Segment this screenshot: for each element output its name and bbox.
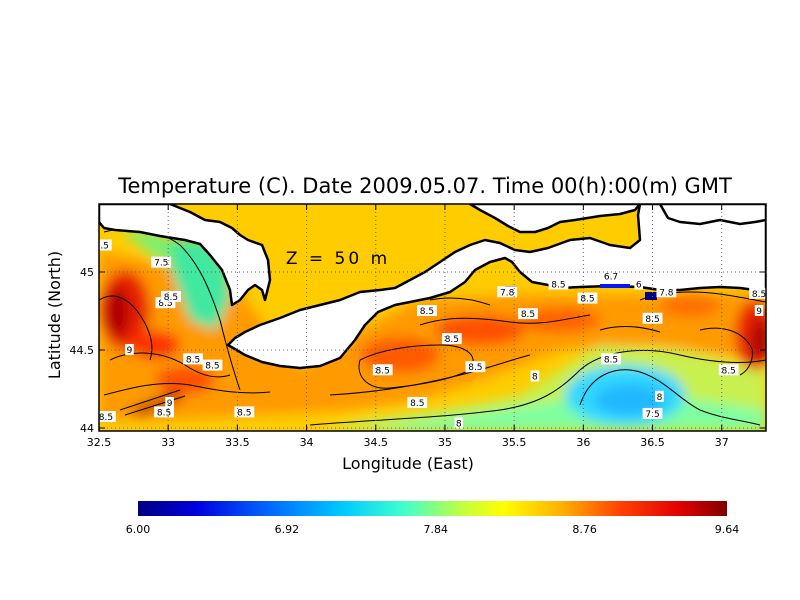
contour-label-box <box>125 344 134 355</box>
x-axis-ticks: 32.5 33 33.5 34 34.5 35 35.5 36 36.5 37 <box>87 204 729 449</box>
contour-label: 6.7 <box>604 273 618 283</box>
contour-label: 7.8 <box>500 288 515 298</box>
contour-label-box <box>754 305 764 316</box>
contour-label-box <box>372 364 393 376</box>
chart-title: Temperature (C). Date 2009.05.07. Time 0… <box>117 174 732 198</box>
contour-label: 9 <box>167 399 173 409</box>
colorbar-tick-label: 6.00 <box>126 523 151 536</box>
contour-label-box <box>161 290 181 302</box>
colorbar-tick-label: 9.64 <box>715 523 740 536</box>
x-tick-label: 36.5 <box>640 436 665 449</box>
colorbar-tick-label: 8.76 <box>572 523 597 536</box>
contour-label: 8.5 <box>420 307 434 317</box>
contour-label: 8.5 <box>205 362 219 372</box>
x-tick-label: 34.5 <box>364 436 389 449</box>
contour-label-box <box>407 397 428 409</box>
contour-label: 7.5 <box>154 259 168 269</box>
contour-label: 7.8 <box>659 288 674 298</box>
contour-label-box <box>601 270 621 282</box>
contour-labels: 7.57.58.58.598.58.598.58.5 8.58.58.58.58.… <box>95 239 766 429</box>
contour-label-box <box>454 417 464 429</box>
contour-label-box <box>655 390 664 402</box>
contour-label: 8 <box>532 373 538 383</box>
colorbar-tick-label: 7.84 <box>423 523 448 536</box>
depth-label: Z = 50 m <box>286 249 390 269</box>
x-tick-label: 33.5 <box>225 436 250 449</box>
cold-patch <box>600 284 630 288</box>
contour-label-box <box>202 359 223 371</box>
land-masses <box>99 204 766 370</box>
map-plot-area: Z = 50 m 7.57.58.58.598.58.598.58.5 8.58.… <box>95 204 766 431</box>
contour-label: 8.5 <box>580 295 594 305</box>
contour-label: 8.5 <box>99 413 113 423</box>
y-axis-label: Latitude (North) <box>45 251 64 379</box>
contour-label: 8.5 <box>468 363 482 373</box>
contour-label-box <box>151 256 172 268</box>
x-axis-label: Longitude (East) <box>342 454 474 473</box>
contour-label: 8.5 <box>158 299 172 309</box>
contour-label: 8 <box>456 419 462 429</box>
colorbar-labels: 6.00 6.92 7.84 8.76 9.64 <box>126 523 740 536</box>
contour-label: 8.5 <box>721 366 735 376</box>
colorbar <box>138 501 727 516</box>
x-tick-label: 36 <box>576 436 590 449</box>
y-tick-label: 44 <box>80 422 94 435</box>
contour-label: 8.5 <box>752 290 766 300</box>
x-tick-label: 37 <box>715 436 729 449</box>
contour-label-box <box>165 397 174 409</box>
x-tick-label: 33 <box>161 436 175 449</box>
y-tick-label: 44.5 <box>70 344 95 357</box>
contour-label-box <box>99 239 112 251</box>
contour-label-box <box>441 333 462 345</box>
contour-label: 8 <box>657 393 663 403</box>
contour-label-box <box>642 407 663 419</box>
y-tick-label: 45 <box>80 266 94 279</box>
contour-label-box <box>718 364 739 376</box>
contour-label-box <box>155 297 176 309</box>
x-tick-label: 35 <box>438 436 452 449</box>
plot-frame <box>98 203 767 432</box>
contour-label: 6 <box>636 280 642 290</box>
contour-label: 8.5 <box>645 315 659 325</box>
contour-label-box <box>183 353 203 365</box>
contour-label-box <box>634 278 643 290</box>
y-axis-ticks: 45 44.5 44 <box>70 266 766 435</box>
contour-label: 8.5 <box>445 335 459 345</box>
contour-label-box <box>548 278 569 290</box>
contour-label-box <box>234 406 255 418</box>
contour-label-box <box>642 312 663 324</box>
contour-label-box <box>601 353 621 365</box>
contour-label: 9 <box>127 346 133 356</box>
contour-label: 8.5 <box>604 355 618 365</box>
x-tick-label: 35.5 <box>502 436 527 449</box>
colorbar-tick-label: 6.92 <box>275 523 300 536</box>
contour-label-box <box>530 370 540 382</box>
contour-label: 8.5 <box>186 355 200 365</box>
contour-label-box <box>417 305 437 316</box>
contour-label-box <box>465 361 486 373</box>
contour-label: 8.5 <box>376 366 390 376</box>
contour-label-box <box>656 286 677 298</box>
contour-label: 7.5 <box>645 410 659 420</box>
contour-label-box <box>749 287 766 299</box>
cold-patch <box>645 292 657 300</box>
contour-label-box <box>577 292 598 304</box>
contour-label-box <box>154 406 174 418</box>
contour-label: 8.5 <box>410 399 424 409</box>
contour-label: 8.5 <box>164 293 178 303</box>
contour-label-box <box>497 286 518 298</box>
contour-label: 8.5 <box>551 280 565 290</box>
contour-label: 9 <box>756 307 762 317</box>
contour-label: 8.5 <box>521 310 535 320</box>
contour-label: 8.5 <box>237 408 251 418</box>
x-tick-label: 32.5 <box>87 436 112 449</box>
x-tick-label: 34 <box>300 436 314 449</box>
contour-label: 7.5 <box>95 241 109 251</box>
contour-label-box <box>99 411 116 423</box>
contour-label-box <box>518 308 538 320</box>
contour-label: 8.5 <box>157 408 171 418</box>
